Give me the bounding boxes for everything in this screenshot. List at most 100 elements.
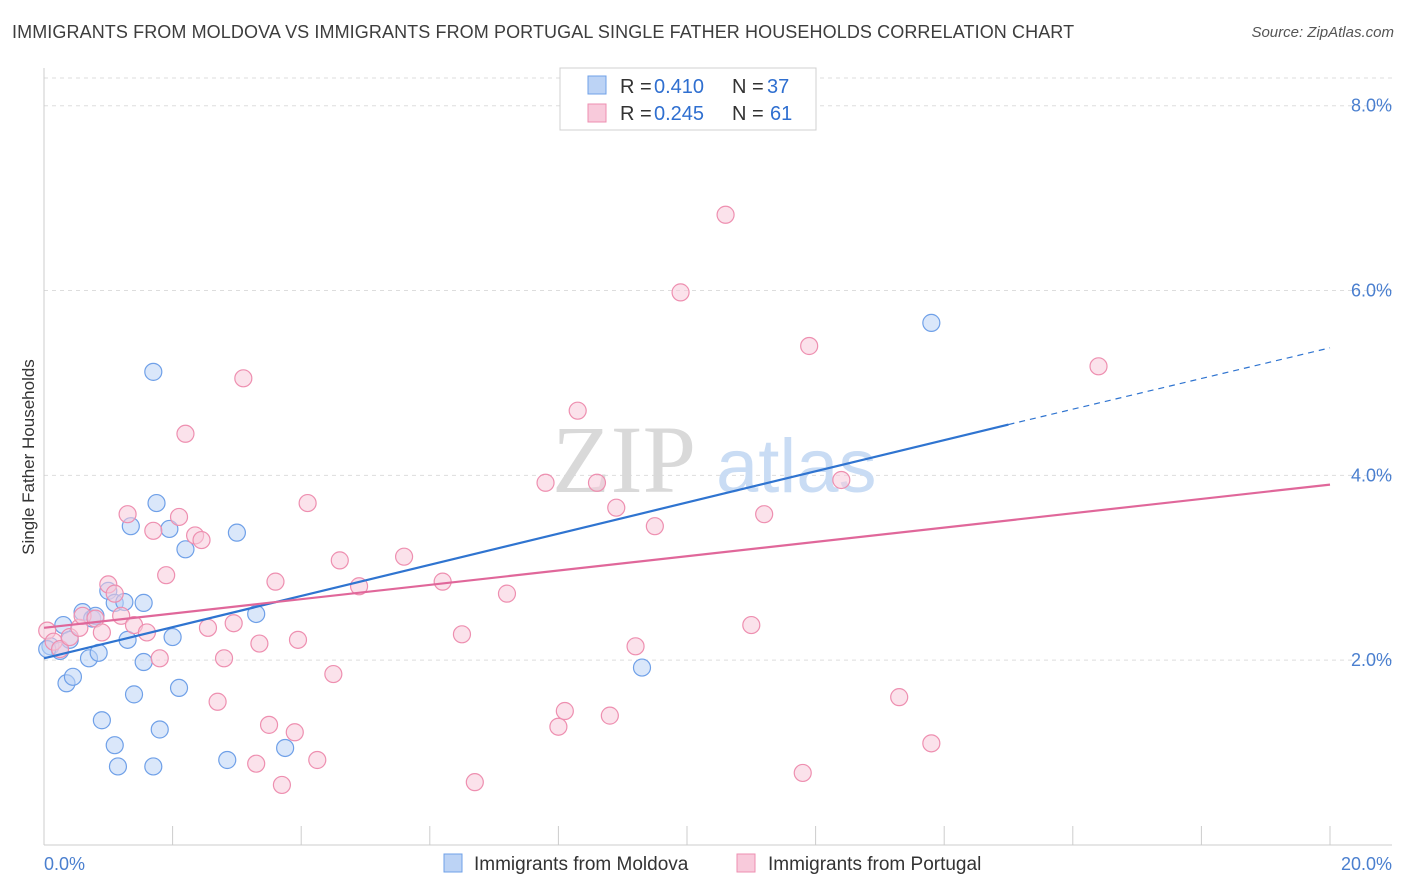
y-axis-label: Single Father Households <box>19 359 38 555</box>
point-portugal <box>742 615 761 635</box>
point-portugal <box>626 637 645 656</box>
legend-swatch-moldova <box>587 75 607 95</box>
point-portugal <box>832 470 851 490</box>
point-portugal <box>285 723 304 742</box>
legend-r-label: R = <box>620 103 652 125</box>
y-tick-label: 4.0% <box>1351 465 1392 485</box>
point-portugal <box>607 498 626 517</box>
point-portugal <box>234 369 253 388</box>
trend-line-portugal <box>43 483 1331 629</box>
point-portugal <box>324 664 343 684</box>
point-portugal <box>176 424 195 443</box>
point-moldova <box>922 313 941 332</box>
point-portugal <box>452 625 472 644</box>
point-portugal <box>330 551 349 570</box>
point-portugal <box>308 750 327 770</box>
point-moldova <box>632 658 652 677</box>
point-portugal <box>568 401 587 420</box>
legend-r-label: R = <box>620 76 652 98</box>
legend-swatch-portugal <box>736 853 756 873</box>
point-portugal <box>247 754 266 773</box>
y-tick-label: 6.0% <box>1351 281 1392 301</box>
legend-label-portugal: Immigrants from Portugal <box>768 854 981 875</box>
x-tick-label-max: 20.0% <box>1341 854 1392 874</box>
trend-lines <box>43 347 1331 660</box>
point-portugal <box>800 336 819 356</box>
watermark-zip: ZIP <box>552 406 696 513</box>
point-moldova <box>147 493 166 513</box>
point-portugal <box>298 493 317 513</box>
point-moldova <box>150 720 169 739</box>
point-portugal <box>259 715 279 734</box>
point-moldova <box>108 757 128 776</box>
point-portugal <box>549 717 568 736</box>
legend-n-label: N = <box>732 76 764 98</box>
point-portugal <box>465 773 484 792</box>
trend-line-moldova <box>43 423 1009 660</box>
legend-top: R = 0.410 N = 37 R = 0.245 N = 61 <box>559 67 817 131</box>
legend-bottom: Immigrants from Moldova Immigrants from … <box>443 853 981 875</box>
source-label: Source: ZipAtlas.com <box>1251 24 1394 41</box>
point-portugal <box>755 505 774 524</box>
point-moldova <box>124 685 144 704</box>
point-portugal <box>208 692 227 711</box>
point-portugal <box>266 572 285 591</box>
point-portugal <box>890 688 909 707</box>
point-portugal <box>433 572 452 591</box>
point-portugal <box>169 507 189 527</box>
point-moldova <box>134 652 153 672</box>
grid-lines <box>44 77 1392 661</box>
point-portugal <box>192 530 211 550</box>
legend-label-moldova: Immigrants from Moldova <box>474 854 689 875</box>
point-portugal <box>288 630 308 649</box>
point-portugal <box>157 566 176 585</box>
point-portugal <box>394 547 414 566</box>
point-moldova <box>218 750 237 770</box>
y-tick-label: 2.0% <box>1351 650 1392 670</box>
point-portugal <box>671 283 690 302</box>
point-portugal <box>118 505 137 524</box>
point-moldova <box>176 540 195 559</box>
point-portugal <box>1089 357 1108 376</box>
point-moldova <box>247 604 266 624</box>
axes <box>43 68 1392 846</box>
point-moldova <box>144 757 163 776</box>
point-moldova <box>144 362 163 381</box>
legend-r-value-portugal: 0.245 <box>654 103 704 125</box>
point-moldova <box>227 523 246 542</box>
legend-swatch-portugal <box>587 103 607 123</box>
point-moldova <box>169 678 189 698</box>
watermark: ZIP atlas <box>552 406 877 513</box>
point-portugal <box>645 517 664 536</box>
trend-line-moldova-extension <box>1008 347 1331 426</box>
legend-n-value-moldova: 37 <box>767 76 789 98</box>
point-portugal <box>150 649 169 668</box>
legend-swatch-moldova <box>443 853 463 873</box>
watermark-atlas: atlas <box>716 424 877 509</box>
point-moldova <box>63 667 83 686</box>
point-portugal <box>587 473 607 492</box>
point-portugal <box>144 521 163 540</box>
legend-r-value-moldova: 0.410 <box>654 76 704 98</box>
y-tick-labels: 2.0% 4.0% 6.0% 8.0% <box>1351 96 1392 670</box>
point-portugal <box>600 706 619 725</box>
point-portugal <box>272 775 292 795</box>
y-tick-label: 8.0% <box>1351 96 1392 116</box>
point-moldova <box>134 593 153 612</box>
point-portugal <box>250 634 269 653</box>
chart-title: IMMIGRANTS FROM MOLDOVA VS IMMIGRANTS FR… <box>12 22 1075 42</box>
point-portugal <box>224 614 243 633</box>
x-tick-labels: 0.0% 20.0% <box>44 854 1392 874</box>
point-portugal <box>497 584 517 603</box>
point-portugal <box>92 623 111 642</box>
point-portugal <box>536 473 555 492</box>
legend-n-label: N = <box>732 103 764 125</box>
point-portugal <box>105 584 124 603</box>
point-moldova <box>105 736 124 755</box>
point-portugal <box>555 701 574 721</box>
legend-n-value-portugal: 61 <box>770 103 792 125</box>
point-portugal <box>793 763 812 783</box>
point-portugal <box>716 205 735 224</box>
point-portugal <box>198 618 218 637</box>
